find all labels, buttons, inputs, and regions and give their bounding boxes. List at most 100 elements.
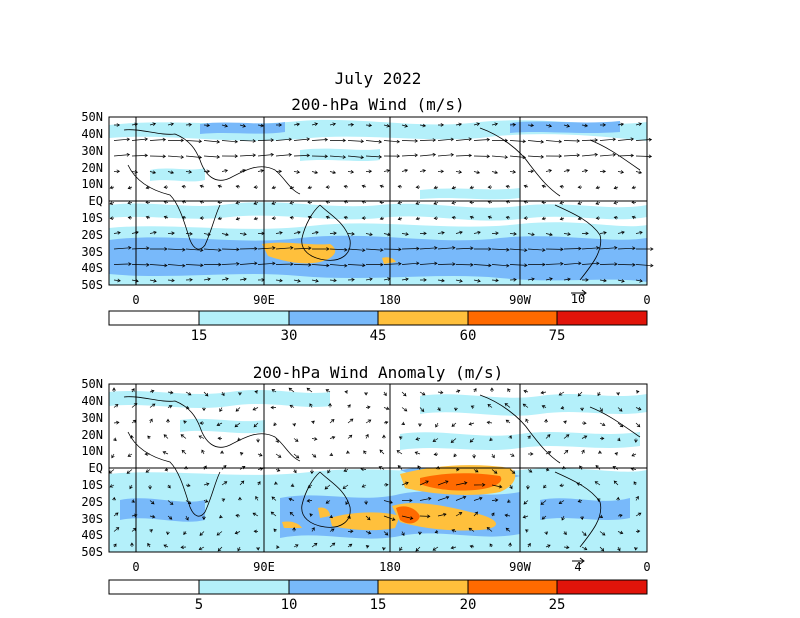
- wind-vector: [203, 248, 222, 252]
- wind-vector: [257, 152, 275, 157]
- wind-vector: [398, 436, 403, 440]
- wind-vector: [109, 185, 115, 190]
- wind-vector: [472, 453, 476, 459]
- wind-vector: [311, 527, 315, 532]
- wind-vector: [237, 437, 241, 442]
- lat-label: 50N: [81, 110, 103, 124]
- wind-vector: [131, 246, 150, 251]
- wind-vector: [401, 124, 409, 128]
- wind-vector: [293, 438, 299, 442]
- wind-vector: [437, 245, 456, 250]
- wind-vector: [252, 512, 259, 517]
- wind-vector: [109, 201, 115, 205]
- wind-vector: [597, 391, 601, 397]
- wind-vector: [185, 500, 192, 505]
- wind-vector: [275, 468, 281, 472]
- wind-vector: [131, 513, 138, 518]
- wind-vector: [559, 200, 565, 205]
- wind-vector: [328, 402, 332, 408]
- wind-vector: [365, 155, 383, 159]
- lon-label: 0: [643, 293, 650, 307]
- wind-vector: [437, 278, 445, 283]
- wind-vector: [491, 155, 509, 159]
- wind-vector: [289, 185, 295, 190]
- wind-vector: [635, 154, 653, 159]
- wind-vector: [309, 513, 313, 517]
- wind-vector: [487, 403, 493, 408]
- wind-vector: [509, 453, 515, 457]
- lon-label: 0: [132, 560, 139, 574]
- wind-vector: [435, 422, 439, 428]
- wind-vector: [149, 137, 167, 142]
- wind-vector: [275, 545, 280, 549]
- wind-vector: [346, 450, 350, 455]
- wind-vector: [275, 245, 294, 250]
- wind-vector: [325, 185, 331, 189]
- lat-label: 20N: [81, 161, 103, 175]
- wind-vector: [180, 545, 187, 550]
- wind-vector: [451, 215, 457, 220]
- wind-vector: [525, 418, 529, 424]
- lon-label: 90E: [253, 560, 275, 574]
- panel-1-colorbar: 15 30 45 60 75: [108, 310, 648, 344]
- wind-vector: [199, 216, 205, 220]
- wind-vector: [559, 483, 565, 488]
- wind-vector: [293, 279, 301, 283]
- wind-vector: [307, 200, 313, 205]
- wind-vector: [198, 435, 205, 439]
- wind-vector: [397, 200, 403, 205]
- wind-vector: [419, 278, 427, 282]
- wind-vector: [144, 452, 151, 456]
- wind-vector: [631, 215, 637, 220]
- wind-vector: [130, 434, 134, 439]
- reference-vector-label: 4: [574, 560, 581, 574]
- wind-vector: [383, 420, 389, 425]
- colorbar-tick: 20: [460, 597, 477, 613]
- wind-vector: [397, 465, 403, 470]
- wind-vector: [473, 511, 479, 517]
- wind-vector: [238, 391, 242, 396]
- wind-vector: [523, 184, 529, 189]
- wind-vector: [290, 483, 295, 487]
- wind-vector: [111, 453, 115, 459]
- wind-vector: [221, 154, 239, 158]
- wind-vector: [509, 122, 517, 127]
- wind-vector: [183, 420, 187, 424]
- wind-vector: [617, 530, 624, 535]
- wind-vector: [343, 200, 349, 204]
- wind-vector: [617, 170, 625, 174]
- wind-vector: [455, 153, 473, 158]
- wind-vector: [360, 467, 367, 471]
- wind-vector: [635, 170, 643, 175]
- wind-vector: [327, 469, 331, 474]
- wind-vector: [275, 262, 294, 266]
- wind-vector: [289, 511, 295, 517]
- wind-vector: [127, 201, 133, 205]
- wind-vector: [271, 216, 277, 221]
- wind-vector: [545, 247, 564, 252]
- wind-vector: [203, 123, 211, 128]
- wind-vector: [402, 498, 413, 503]
- wind-vector: [594, 481, 601, 486]
- wind-vector: [527, 248, 546, 252]
- wind-vector: [617, 246, 636, 251]
- wind-vector: [492, 138, 509, 143]
- wind-vector: [635, 122, 643, 126]
- wind-vector: [307, 484, 313, 489]
- wind-vector: [216, 531, 223, 536]
- wind-vector: [347, 434, 353, 439]
- wind-vector: [239, 246, 258, 251]
- wind-vector: [561, 515, 565, 521]
- wind-vector: [382, 546, 386, 551]
- wind-vector: [275, 231, 283, 235]
- wind-vector: [312, 247, 330, 251]
- wind-vector: [185, 170, 193, 174]
- wind-vector: [113, 245, 132, 250]
- wind-vector: [540, 390, 547, 395]
- wind-vector: [635, 422, 641, 428]
- lat-label: 30S: [81, 245, 103, 259]
- wind-vector: [185, 122, 193, 127]
- wind-vector: [633, 481, 637, 486]
- wind-vector: [113, 543, 117, 548]
- wind-vector: [253, 185, 259, 189]
